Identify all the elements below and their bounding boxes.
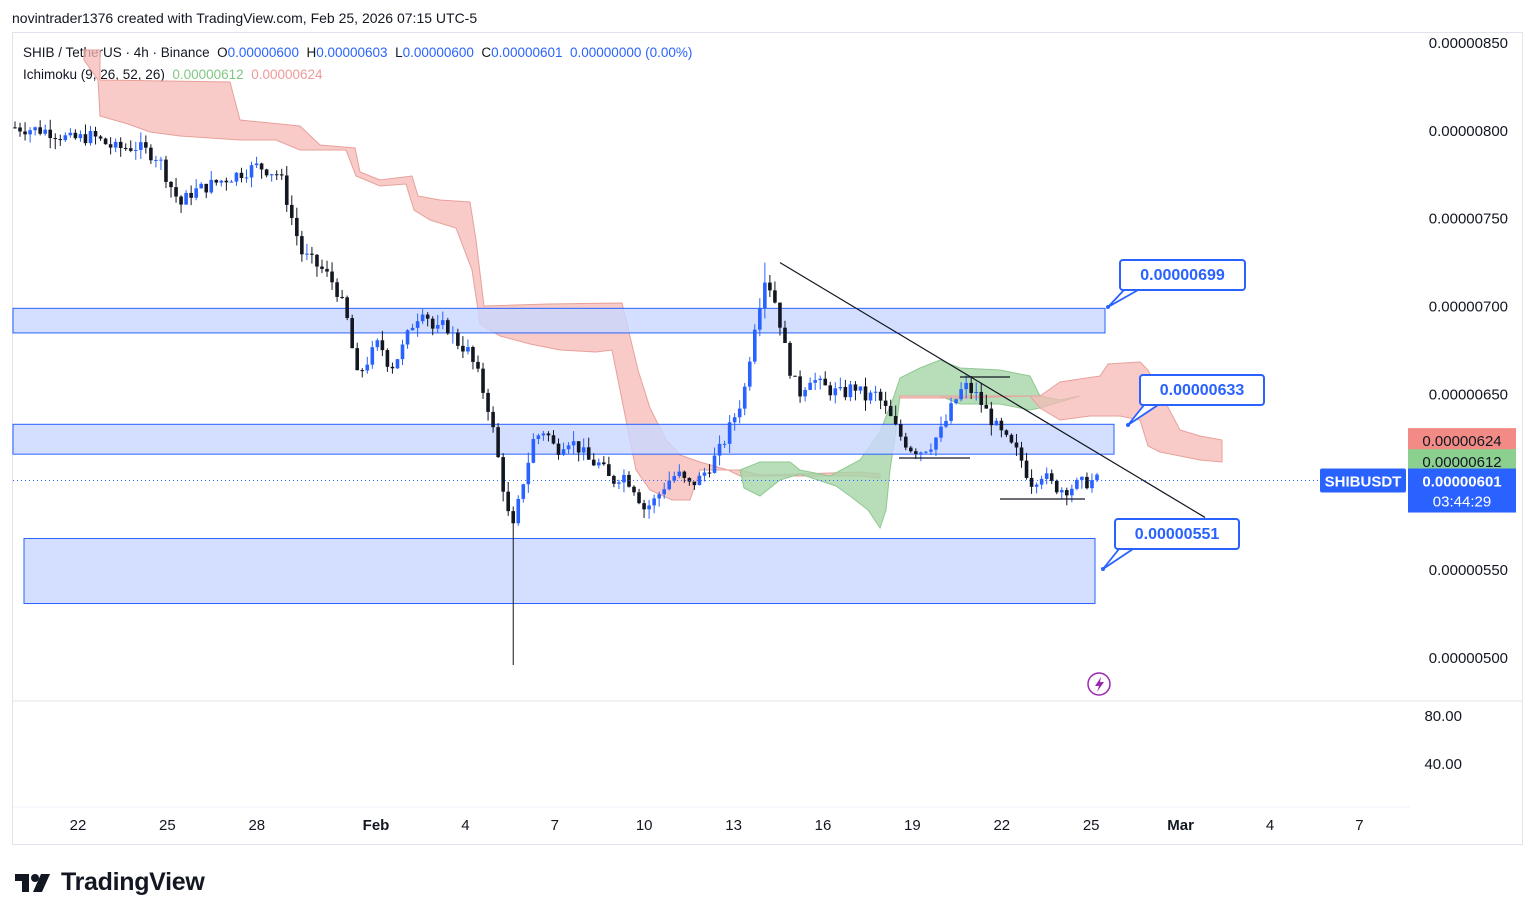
open-label: O — [217, 45, 228, 60]
symbol-title[interactable]: SHIB / TetherUS · 4h · Binance — [23, 45, 210, 60]
close-label: C — [481, 45, 492, 60]
chart-frame[interactable] — [12, 32, 1523, 845]
symbol-legend[interactable]: SHIB / TetherUS · 4h · Binance O0.000006… — [23, 45, 692, 60]
close-value: 0.00000601 — [491, 45, 563, 60]
created-by-header: novintrader1376 created with TradingView… — [12, 10, 478, 26]
tradingview-logo-icon — [15, 873, 50, 892]
high-label: H — [306, 45, 317, 60]
low-label: L — [395, 45, 403, 60]
high-value: 0.00000603 — [316, 45, 388, 60]
change-value: 0.00000000 (0.00%) — [570, 45, 693, 60]
tradingview-logo[interactable]: TradingView — [15, 868, 205, 897]
tradingview-wordmark: TradingView — [61, 868, 205, 896]
indicator-legend[interactable]: Ichimoku (9, 26, 52, 26) 0.00000612 0.00… — [23, 67, 323, 82]
indicator-value-span-b: 0.00000624 — [251, 67, 323, 82]
open-value: 0.00000600 — [227, 45, 299, 60]
indicator-name[interactable]: Ichimoku (9, 26, 52, 26) — [23, 67, 165, 82]
indicator-value-span-a: 0.00000612 — [172, 67, 244, 82]
low-value: 0.00000600 — [402, 45, 474, 60]
